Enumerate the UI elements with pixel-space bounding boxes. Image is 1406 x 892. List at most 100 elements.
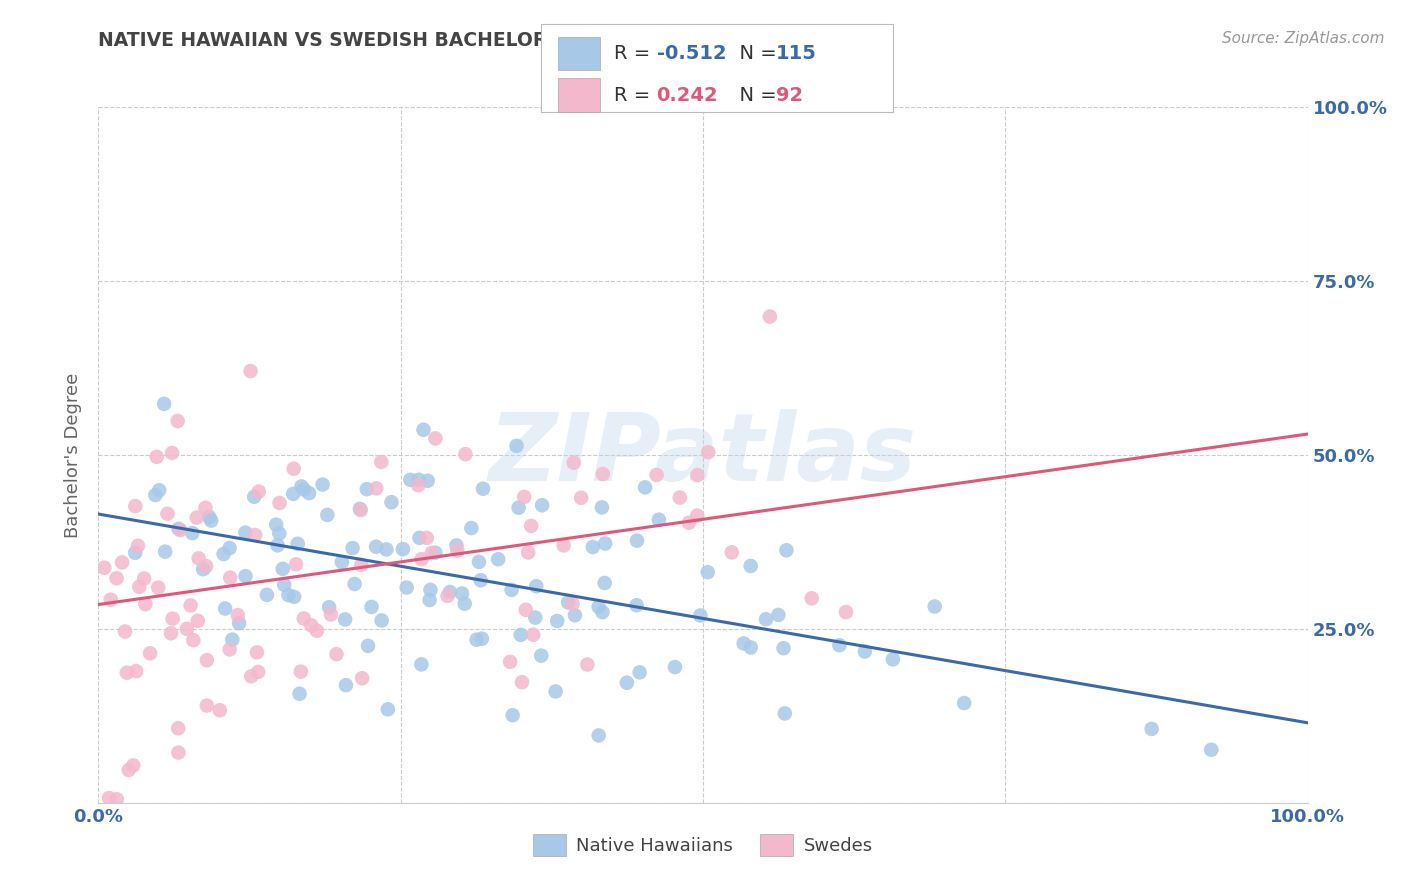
Point: [576, 657, 599, 672]
Point: [634, 480, 657, 494]
Point: [509, 628, 531, 642]
Point: [689, 608, 711, 623]
Point: [510, 675, 533, 690]
Point: [283, 590, 305, 604]
Point: [582, 540, 605, 554]
Point: [111, 555, 134, 569]
Point: [145, 450, 167, 464]
Point: [243, 490, 266, 504]
Point: [212, 547, 235, 561]
Point: [195, 698, 218, 713]
Point: [330, 555, 353, 569]
Point: [755, 612, 778, 626]
Point: [139, 646, 162, 660]
Point: [772, 641, 794, 656]
Point: [486, 552, 509, 566]
Point: [419, 582, 441, 597]
Point: [366, 481, 388, 495]
Point: [292, 483, 315, 497]
Point: [180, 599, 202, 613]
Point: [645, 467, 668, 482]
Point: [828, 638, 851, 652]
Point: [425, 546, 447, 560]
Point: [288, 687, 311, 701]
Point: [501, 582, 523, 597]
Point: [522, 628, 544, 642]
Point: [678, 516, 700, 530]
Point: [408, 473, 430, 487]
Point: [591, 605, 613, 619]
Point: [264, 517, 287, 532]
Point: [235, 525, 257, 540]
Point: [425, 432, 447, 446]
Point: [325, 647, 347, 661]
Point: [740, 640, 762, 655]
Point: [524, 579, 547, 593]
Point: [132, 572, 155, 586]
Point: [562, 456, 585, 470]
Point: [198, 509, 221, 524]
Point: [411, 552, 433, 566]
Point: [200, 514, 222, 528]
Point: [412, 423, 434, 437]
Point: [451, 586, 474, 600]
Point: [134, 597, 156, 611]
Point: [696, 565, 718, 579]
Point: [593, 576, 616, 591]
Point: [720, 545, 742, 559]
Point: [105, 571, 128, 585]
Point: [118, 763, 141, 777]
Point: [370, 614, 392, 628]
Point: [416, 474, 439, 488]
Text: N =: N =: [727, 44, 783, 63]
Point: [472, 482, 495, 496]
Point: [218, 541, 240, 555]
Point: [156, 507, 179, 521]
Point: [360, 599, 382, 614]
Point: [471, 632, 494, 646]
Point: [740, 558, 762, 573]
Text: 0.242: 0.242: [657, 86, 718, 105]
Point: [166, 414, 188, 428]
Point: [343, 577, 366, 591]
Point: [697, 445, 720, 459]
Point: [148, 581, 170, 595]
Point: [271, 562, 294, 576]
Point: [98, 791, 121, 805]
Point: [544, 684, 567, 698]
Point: [153, 397, 176, 411]
Point: [399, 473, 422, 487]
Point: [468, 555, 491, 569]
Point: [247, 484, 270, 499]
Point: [408, 478, 430, 492]
Point: [105, 792, 128, 806]
Point: [569, 491, 592, 505]
Point: [366, 540, 388, 554]
Point: [167, 522, 190, 536]
Point: [356, 482, 378, 496]
Point: [290, 479, 312, 493]
Text: N =: N =: [727, 86, 783, 105]
Point: [520, 519, 543, 533]
Point: [124, 499, 146, 513]
Point: [298, 486, 321, 500]
Point: [446, 543, 468, 558]
Point: [125, 664, 148, 678]
Point: [246, 645, 269, 659]
Point: [195, 653, 218, 667]
Point: [273, 578, 295, 592]
Point: [800, 591, 823, 606]
Point: [561, 597, 583, 611]
Point: [128, 580, 150, 594]
Point: [195, 559, 218, 574]
Point: [420, 546, 443, 560]
Point: [454, 447, 477, 461]
Point: [588, 599, 610, 614]
Point: [515, 603, 537, 617]
Point: [285, 558, 308, 572]
Point: [218, 642, 240, 657]
Text: R =: R =: [614, 86, 657, 105]
Point: [564, 608, 586, 623]
Point: [316, 508, 339, 522]
Point: [235, 569, 257, 583]
